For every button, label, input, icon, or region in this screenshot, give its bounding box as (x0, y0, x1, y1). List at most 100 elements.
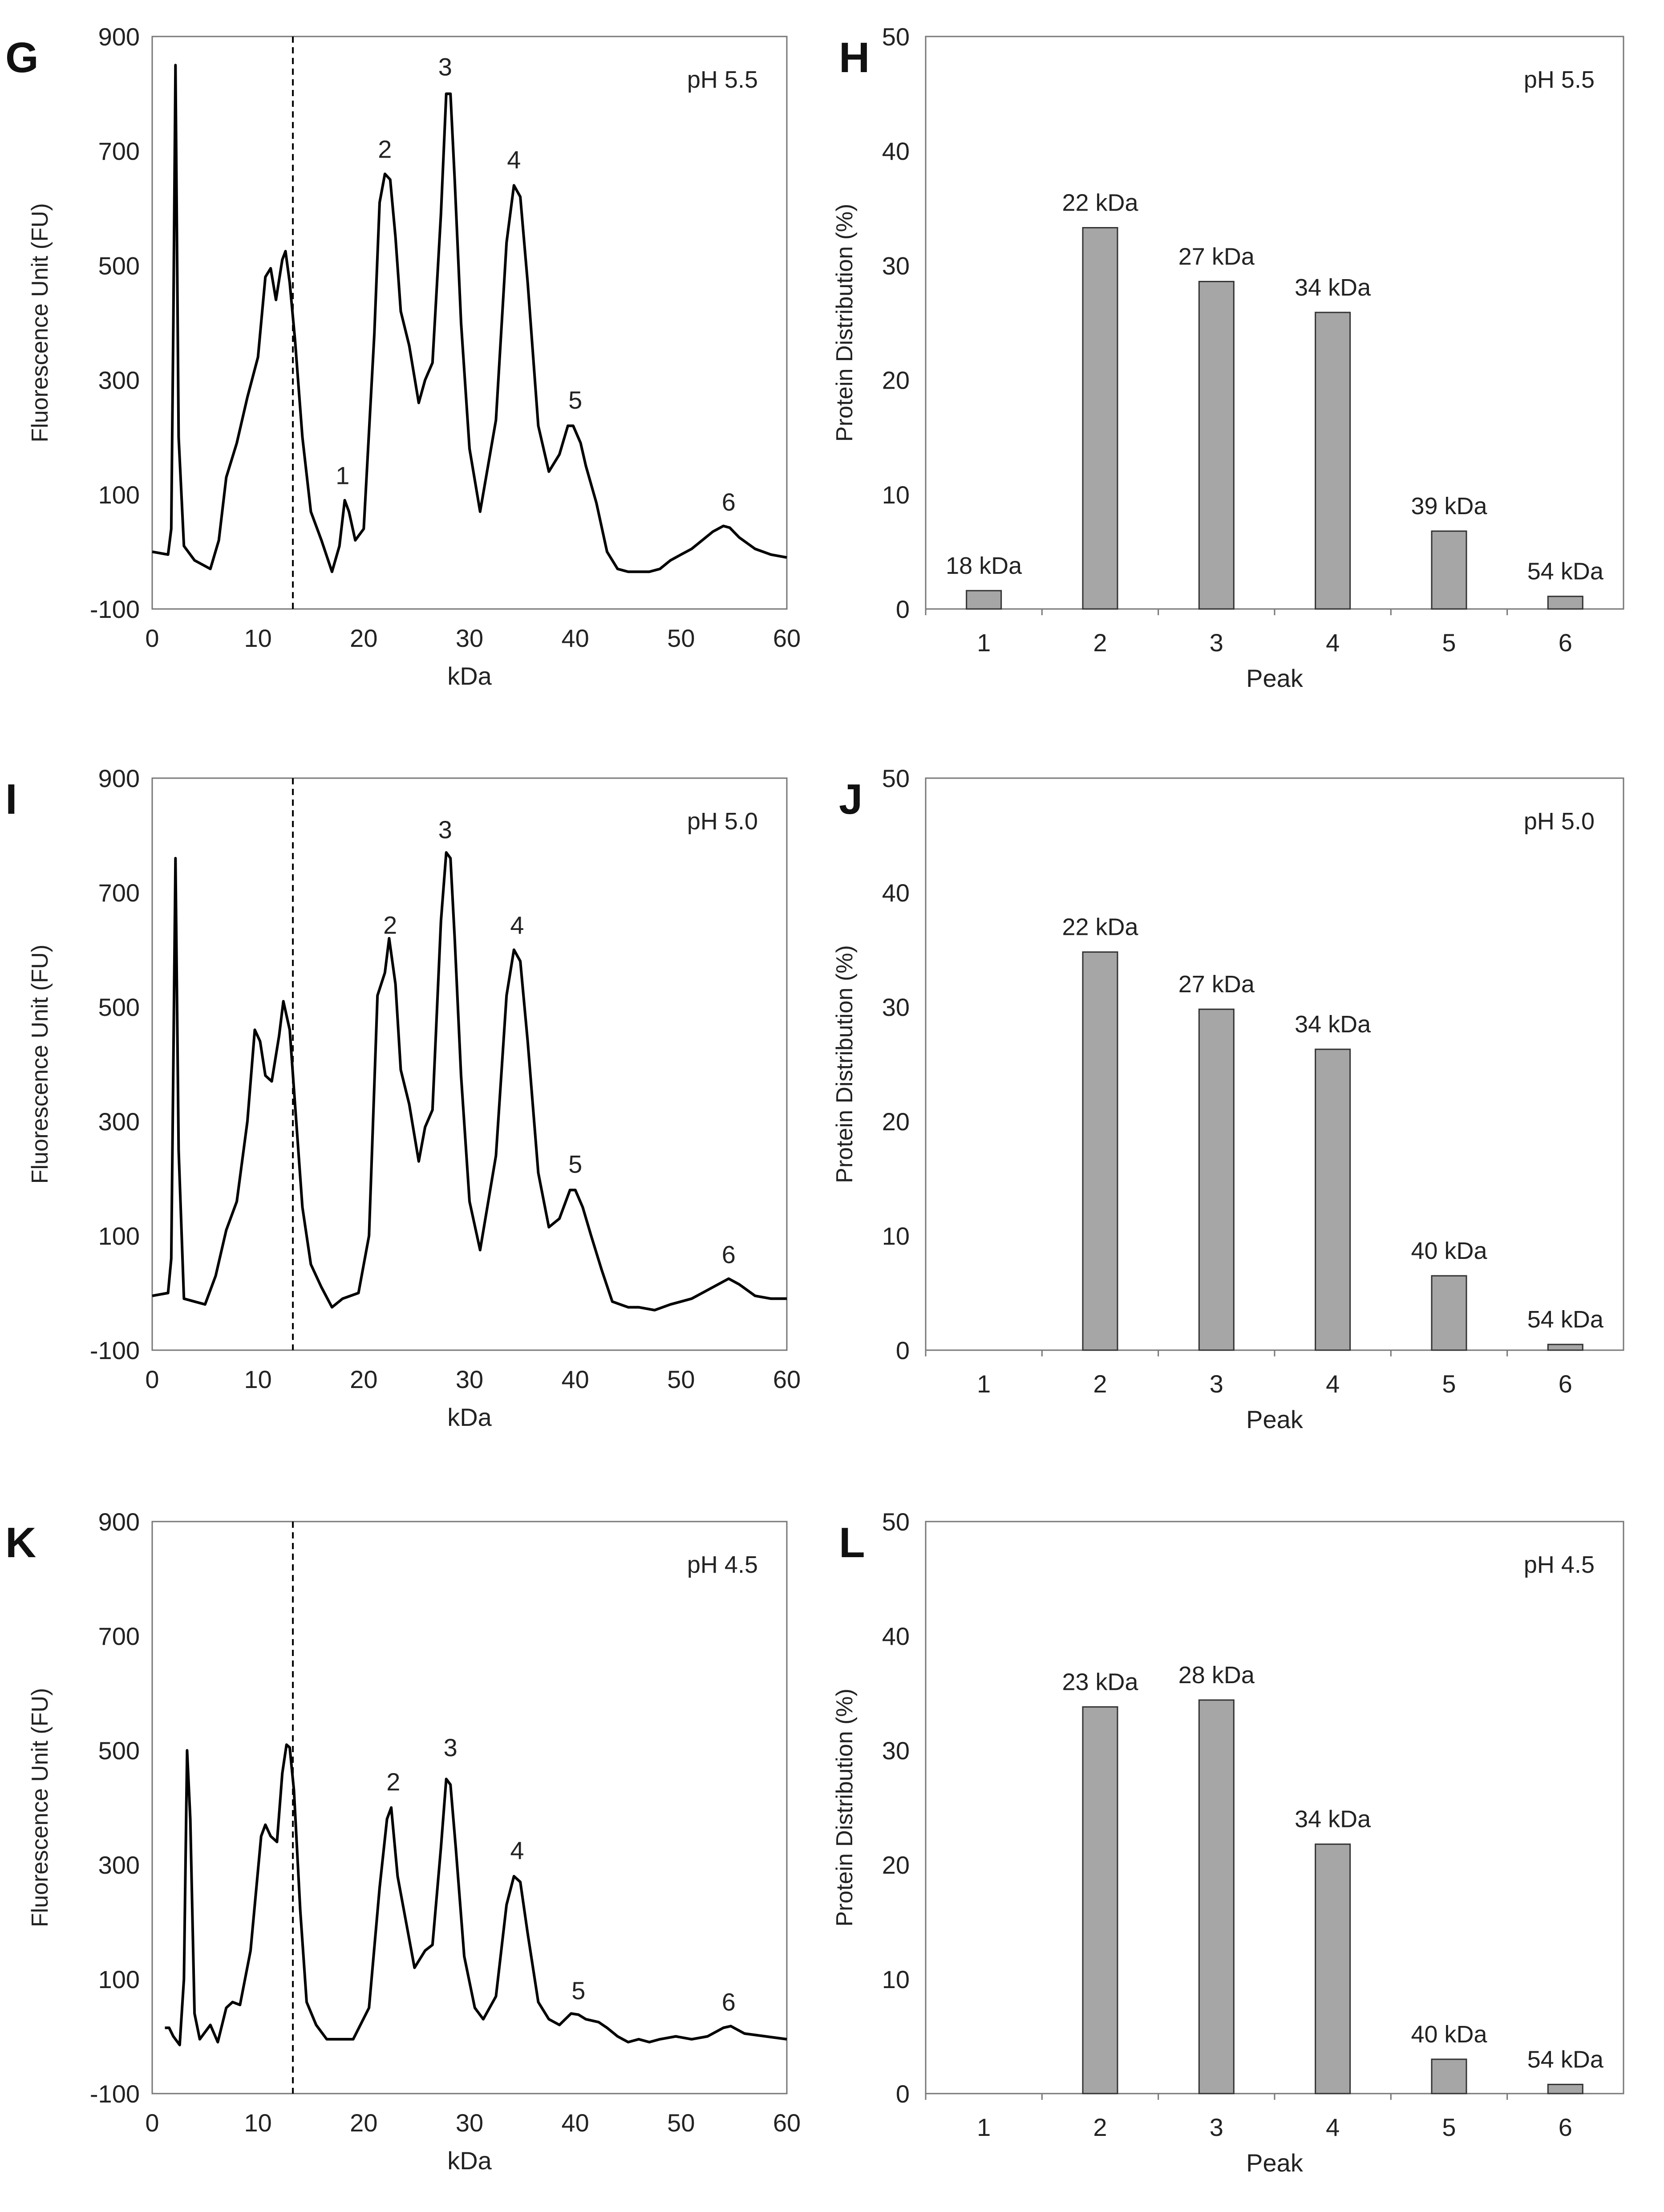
bar-data-label: 28 kDa (1178, 1662, 1255, 1688)
x-tick-label: 10 (244, 2109, 272, 2137)
y-tick-label: -100 (90, 2080, 140, 2108)
bar-data-label: 22 kDa (1062, 914, 1138, 941)
x-tick-label: 50 (667, 624, 695, 652)
bar-peak-4 (1315, 1843, 1351, 2094)
category-label: 3 (1210, 2113, 1223, 2141)
x-tick-label: 50 (667, 1365, 695, 1393)
peak-label: 5 (568, 1150, 582, 1178)
x-tick-label: 20 (350, 1365, 377, 1393)
y-tick-label: 300 (98, 366, 140, 394)
category-label: 6 (1559, 629, 1572, 657)
x-axis-label: Peak (1246, 664, 1304, 692)
y-tick-label: 0 (896, 1336, 910, 1364)
y-tick-label: 10 (882, 1222, 910, 1250)
y-tick-label: -100 (90, 595, 140, 623)
category-label: 5 (1442, 1370, 1456, 1398)
y-axis-label: Protein Distribution (%) (832, 204, 858, 442)
category-label: 4 (1326, 2113, 1340, 2141)
bar-peak-5 (1431, 1275, 1467, 1351)
x-tick-label: 60 (773, 624, 801, 652)
plot-frame (151, 1521, 788, 2094)
category-label: 3 (1210, 629, 1223, 657)
x-tick-label: 60 (773, 1365, 801, 1393)
ph-annotation: pH 5.5 (1524, 66, 1595, 93)
bar-data-label: 22 kDa (1062, 190, 1138, 216)
ph-annotation: pH 4.5 (1524, 1551, 1595, 1578)
y-tick-label: 100 (98, 1965, 140, 1993)
bar-peak-5 (1431, 530, 1467, 610)
y-axis-label: Fluorescence Unit (FU) (27, 945, 53, 1184)
y-tick-label: 900 (98, 1508, 140, 1536)
bar-peak-6 (1547, 2083, 1583, 2094)
electropherogram-trace (152, 851, 787, 1312)
x-tick-label: 30 (456, 624, 483, 652)
bar-peak-6 (1547, 596, 1583, 610)
bar-chart-H: 0 10 20 30 40 50 1 18 kDa 2 22 kDa 3 27 kDa 4 34 kDa 5… (832, 23, 1624, 692)
bar-data-label: 54 kDa (1527, 558, 1604, 585)
panel-letter: K (5, 1519, 36, 1567)
x-tick-label: 40 (562, 1365, 589, 1393)
panel-letter: J (839, 775, 862, 823)
peak-label: 4 (510, 911, 524, 939)
y-tick-label: 500 (98, 993, 140, 1021)
x-axis-label: kDa (447, 662, 492, 690)
panel-letter: G (5, 34, 39, 81)
y-tick-label: 10 (882, 481, 910, 509)
bar-peak-4 (1315, 312, 1351, 610)
x-tick-label: 60 (773, 2109, 801, 2137)
category-label: 1 (977, 629, 991, 657)
ph-annotation: pH 5.0 (687, 808, 758, 835)
y-tick-label: 500 (98, 1737, 140, 1765)
peak-label: 1 (336, 462, 349, 490)
x-tick-label: 0 (145, 2109, 159, 2137)
y-tick-label: 30 (882, 993, 910, 1021)
y-tick-label: 10 (882, 1965, 910, 1993)
bar-data-label: 34 kDa (1295, 1806, 1371, 1833)
ph-annotation: pH 5.5 (687, 66, 758, 93)
bar-data-label: 39 kDa (1411, 493, 1487, 520)
peak-label: 2 (378, 135, 392, 163)
y-axis-label: Fluorescence Unit (FU) (27, 203, 53, 442)
y-tick-label: 40 (882, 137, 910, 165)
y-tick-label: 700 (98, 137, 140, 165)
x-tick-label: 30 (456, 1365, 483, 1393)
y-axis-label: Fluorescence Unit (FU) (27, 1688, 53, 1927)
peak-label: 6 (722, 1988, 736, 2016)
y-tick-label: 20 (882, 1108, 910, 1136)
category-label: 5 (1442, 2113, 1456, 2141)
bar-peak-6 (1547, 1343, 1583, 1351)
bar-peak-3 (1198, 1699, 1235, 2094)
bar-data-label: 54 kDa (1527, 2046, 1604, 2073)
y-tick-label: 0 (896, 595, 910, 623)
bar-data-label: 34 kDa (1295, 1011, 1371, 1038)
bar-data-label: 27 kDa (1178, 971, 1255, 998)
plot-frame (151, 36, 788, 610)
x-tick-label: 40 (562, 2109, 589, 2137)
category-label: 1 (977, 2113, 991, 2141)
x-axis-label: kDa (447, 1403, 492, 1431)
panel-letter: H (839, 34, 870, 81)
category-label: 6 (1559, 1370, 1572, 1398)
y-tick-label: 900 (98, 764, 140, 792)
y-tick-label: 100 (98, 1222, 140, 1250)
plot-frame (925, 1521, 1624, 2094)
x-tick-label: 50 (667, 2109, 695, 2137)
x-axis-label: kDa (447, 2147, 492, 2175)
peak-label: 2 (386, 1768, 400, 1796)
x-axis-label: Peak (1246, 2149, 1304, 2177)
category-label: 4 (1326, 1370, 1340, 1398)
category-label: 6 (1559, 2113, 1572, 2141)
y-axis-label: Protein Distribution (%) (832, 1688, 858, 1927)
bar-chart-J: 0 10 20 30 40 50 1 2 22 kDa 3 27 kDa 4 34 kDa 5 40 kDa… (832, 764, 1624, 1433)
category-label: 5 (1442, 629, 1456, 657)
y-tick-label: 20 (882, 366, 910, 394)
bar-data-label: 34 kDa (1295, 274, 1371, 301)
peak-label: 6 (722, 488, 736, 516)
x-tick-label: 10 (244, 624, 272, 652)
x-tick-label: 10 (244, 1365, 272, 1393)
x-tick-label: 20 (350, 624, 377, 652)
peak-label: 2 (383, 911, 397, 939)
bar-data-label: 23 kDa (1062, 1668, 1138, 1695)
y-tick-label: 300 (98, 1108, 140, 1136)
